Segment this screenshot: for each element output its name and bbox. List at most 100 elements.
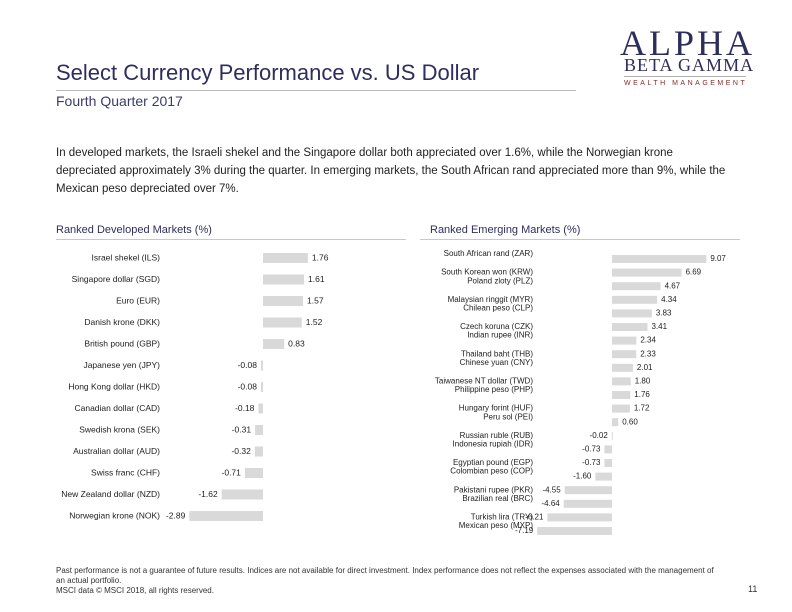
category-label: South African rand (ZAR) [444,249,534,258]
bar-chart-em-15 [604,459,612,467]
bar-chart-em-4 [612,309,652,318]
bar-chart-em-13 [611,431,613,440]
category-label: Swiss franc (CHF) [91,467,160,477]
bar-chart-em-17 [564,486,612,495]
data-label: 9.07 [710,254,726,263]
category-label: Danish krone (DKK) [84,317,160,327]
data-label: 0.60 [622,417,638,426]
data-label: 1.57 [307,295,324,305]
category-label: Hong Kong dollar (HKD) [68,381,160,391]
data-label: 4.34 [661,295,677,304]
data-label: -0.73 [582,458,601,467]
bar-chart-dev-8 [255,425,263,435]
bar-chart-dev-10 [244,468,263,478]
data-label: -4.64 [542,499,561,508]
data-label: 1.80 [635,377,651,386]
category-label: Australian dollar (AUD) [73,446,160,456]
category-label: Canadian dollar (CAD) [74,403,160,413]
bar-chart-em-7 [612,350,637,359]
bar-chart-em-14 [604,445,612,454]
bar-chart-dev-4 [263,339,285,349]
category-label: Brazilian real (BRC) [462,494,533,503]
category-label: Philippine peso (PHP) [455,385,534,394]
data-label: 2.01 [637,363,653,372]
category-label: Chilean peso (CLP) [463,304,533,313]
category-label: Czech koruna (CZK) [460,322,533,331]
data-label: -7.19 [515,526,534,535]
category-label: South Korean won (KRW) [441,268,533,277]
footer-notes: Past performance is not a guarantee of f… [56,566,716,596]
category-label: Hungary forint (HUF) [459,404,534,413]
bar-chart-em-1 [612,268,682,277]
category-label: Malaysian ringgit (MYR) [448,295,534,304]
data-label: 3.83 [656,309,672,318]
data-label: 6.69 [686,268,702,277]
bar-chart-dev-3 [263,317,302,328]
data-label: 1.76 [312,252,329,262]
category-label: Russian ruble (RUB) [460,431,534,440]
logo-divider [624,76,746,77]
footer-disclaimer: Past performance is not a guarantee of f… [56,566,714,585]
data-label: -0.02 [590,431,609,440]
company-logo: ALPHA BETA GAMMA WEALTH MANAGEMENT [610,22,760,92]
data-label: 1.52 [306,317,323,327]
data-label: -4.55 [542,485,561,494]
bar-chart-em-0 [612,255,707,263]
data-label: -2.89 [166,510,186,520]
developed-chart-divider [56,239,406,240]
bar-chart-dev-6 [260,382,263,392]
category-label: Pakistani rupee (PKR) [454,485,533,494]
bar-chart-em-20 [537,527,612,535]
category-label: Indonesia rupiah (IDR) [453,440,534,449]
bar-chart-em-11 [612,404,630,413]
category-label: Poland zloty (PLZ) [467,276,533,285]
data-label: -0.71 [222,467,242,477]
category-label: Euro (EUR) [116,295,160,305]
data-label: 1.76 [634,390,650,399]
title-divider [56,90,576,91]
category-label: Israel shekel (ILS) [92,252,161,262]
category-label: Indian rupee (INR) [467,331,533,340]
logo-main-text: ALPHA [620,23,756,63]
data-label: 2.34 [640,336,656,345]
data-label: -6.21 [525,513,544,522]
data-label: -0.18 [235,403,255,413]
category-label: Norwegian krone (NOK) [69,510,160,520]
bar-chart-em-9 [612,377,631,386]
category-label: Chinese yuan (CNY) [460,358,534,367]
data-label: 3.41 [651,322,667,331]
bar-chart-em-6 [612,336,637,345]
page-title: Select Currency Performance vs. US Dolla… [56,60,480,85]
category-label: Taiwanese NT dollar (TWD) [435,377,533,386]
bar-chart-em-10 [612,391,631,399]
page-number: 11 [748,584,758,594]
data-label: -0.08 [238,360,258,370]
category-label: Egyptian pound (EGP) [453,458,533,467]
category-label: Swedish krona (SEK) [79,424,160,434]
category-label: Mexican peso (MXP) [459,521,534,530]
data-label: -0.31 [232,424,252,434]
intro-paragraph: In developed markets, the Israeli shekel… [56,147,726,195]
data-label: -1.62 [198,489,218,499]
data-label: -0.73 [582,445,601,454]
bar-chart-em-19 [547,513,612,522]
bar-chart-dev-2 [263,296,304,306]
category-label: Thailand baht (THB) [461,349,533,358]
bar-chart-em-2 [612,282,661,291]
bar-chart-dev-0 [263,253,308,263]
bar-chart-dev-9 [254,446,263,457]
bar-chart-em-18 [563,499,612,508]
data-label: 4.67 [665,281,681,290]
bar-chart-dev-12 [189,511,263,521]
data-label: 1.72 [634,404,650,413]
logo-sub-text: BETA GAMMA [624,55,755,75]
bar-chart-em-16 [595,472,612,481]
bar-chart-em-12 [612,418,619,427]
bar-chart-em-3 [612,295,658,304]
category-label: Singapore dollar (SGD) [72,274,161,284]
bar-chart-dev-7 [258,403,263,414]
bar-chart-em-5 [612,323,648,331]
bar-chart-dev-5 [260,360,263,371]
